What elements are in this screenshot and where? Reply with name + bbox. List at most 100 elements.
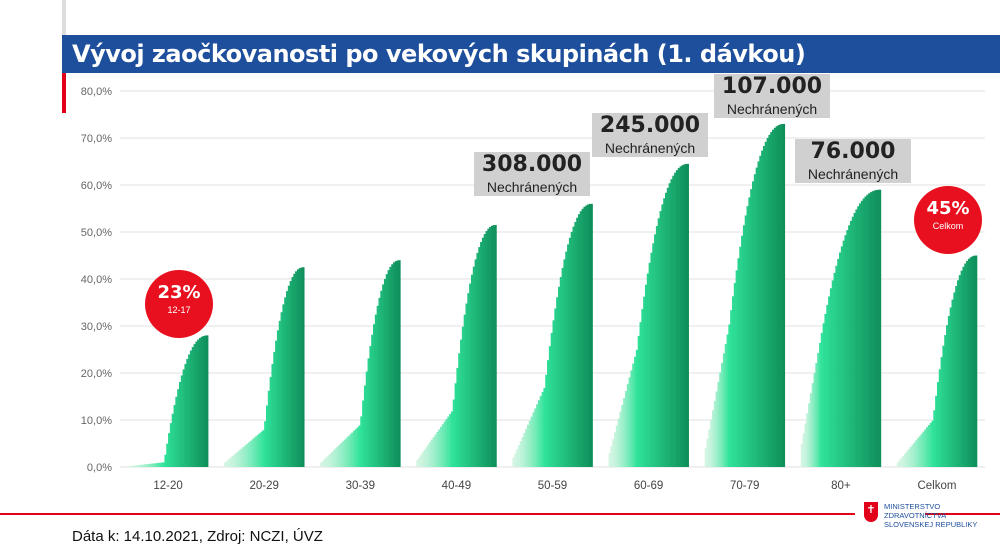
bar-30-39 <box>389 266 392 467</box>
bar-30-39 <box>360 416 363 467</box>
bar-20-29 <box>253 437 256 467</box>
bar-20-29 <box>287 285 290 467</box>
bar-60-69 <box>617 418 620 467</box>
bar-60-69 <box>652 243 655 467</box>
bar-30-39 <box>351 432 354 467</box>
bar-70-79 <box>753 174 756 467</box>
bar-60-69 <box>612 439 615 467</box>
bar-60-69 <box>644 284 648 467</box>
bar-Celkom <box>973 255 976 467</box>
bar-40-49 <box>470 274 474 467</box>
bar-50-59 <box>548 346 551 467</box>
bar-40-49 <box>490 225 494 467</box>
bar-12-20 <box>160 462 163 467</box>
bar-40-49 <box>472 266 475 467</box>
bar-Celkom <box>909 446 912 467</box>
bar-30-39 <box>363 385 367 467</box>
bar-Celkom <box>951 299 954 467</box>
bar-40-49 <box>418 457 421 467</box>
bar-60-69 <box>677 168 680 467</box>
bar-80+ <box>846 230 849 467</box>
bar-12-20 <box>202 335 205 467</box>
bar-80+ <box>859 203 862 467</box>
bar-Celkom <box>949 307 952 467</box>
bar-20-29 <box>273 351 276 467</box>
bar-40-49 <box>481 237 484 467</box>
bar-70-79 <box>764 141 767 467</box>
bar-Celkom <box>905 451 909 467</box>
bar-60-69 <box>675 170 679 467</box>
bar-80+ <box>855 209 858 467</box>
bar-60-69 <box>626 384 629 467</box>
bar-70-79 <box>762 145 766 468</box>
bar-30-39 <box>393 262 396 467</box>
bar-30-39 <box>352 430 356 467</box>
footer-source: Dáta k: 14.10.2021, Zdroj: NCZI, ÚVZ <box>72 528 323 545</box>
bar-50-59 <box>583 206 586 467</box>
bar-50-59 <box>541 392 544 467</box>
bar-60-69 <box>608 452 611 467</box>
bar-80+ <box>806 413 809 467</box>
bar-30-39 <box>373 324 376 467</box>
x-tick-label: 20-29 <box>249 480 278 492</box>
bar-40-49 <box>480 242 483 467</box>
bar-12-20 <box>166 443 169 467</box>
bar-70-79 <box>710 419 713 467</box>
bar-80+ <box>848 225 851 467</box>
bar-12-20 <box>168 433 171 467</box>
bar-70-79 <box>737 258 740 467</box>
bar-60-69 <box>674 172 677 468</box>
x-tick-label: 50-59 <box>538 480 567 492</box>
bar-40-49 <box>492 225 495 467</box>
accent-bar <box>62 73 66 113</box>
y-tick-label: 80,0% <box>81 86 112 98</box>
bar-80+ <box>809 393 813 467</box>
bar-40-49 <box>489 226 492 467</box>
bar-50-59 <box>567 244 570 467</box>
bar-50-59 <box>547 360 550 467</box>
bar-50-59 <box>539 396 542 467</box>
bar-20-29 <box>227 459 230 467</box>
bar-20-29 <box>238 450 241 467</box>
bar-Celkom <box>956 280 960 467</box>
bar-Celkom <box>911 444 914 467</box>
bar-12-20 <box>157 462 160 467</box>
bar-50-59 <box>554 308 557 467</box>
bar-Celkom <box>927 425 930 467</box>
bar-40-49 <box>494 224 497 467</box>
bar-70-79 <box>768 134 771 468</box>
bar-12-20 <box>186 358 189 467</box>
bar-30-39 <box>378 297 381 467</box>
bar-40-49 <box>432 436 435 467</box>
bar-Celkom <box>922 431 925 467</box>
bar-12-20 <box>133 465 136 467</box>
bar-80+ <box>817 352 820 467</box>
bar-70-79 <box>770 132 773 467</box>
bar-50-59 <box>512 457 515 467</box>
bar-20-29 <box>286 291 289 467</box>
bar-30-39 <box>398 260 401 467</box>
bar-Celkom <box>942 345 945 467</box>
bar-40-49 <box>419 454 423 467</box>
bar-12-20 <box>175 396 178 467</box>
bar-50-59 <box>559 277 562 467</box>
bar-70-79 <box>741 235 744 467</box>
bar-80+ <box>831 280 834 467</box>
bar-20-29 <box>280 312 283 467</box>
bar-70-79 <box>715 391 718 467</box>
x-tick-label: 30-39 <box>346 480 375 492</box>
bar-30-39 <box>387 270 390 467</box>
bar-70-79 <box>775 126 778 468</box>
bar-80+ <box>800 443 803 467</box>
bar-Celkom <box>947 315 950 467</box>
bar-Celkom <box>967 258 971 467</box>
bar-20-29 <box>264 421 267 467</box>
bar-12-20 <box>184 363 187 467</box>
bar-20-29 <box>276 330 280 467</box>
bar-50-59 <box>561 267 564 467</box>
bar-70-79 <box>719 372 722 467</box>
bar-12-20 <box>171 413 174 467</box>
bar-12-20 <box>173 405 176 467</box>
bar-80+ <box>875 190 878 467</box>
bar-Celkom <box>913 442 916 467</box>
